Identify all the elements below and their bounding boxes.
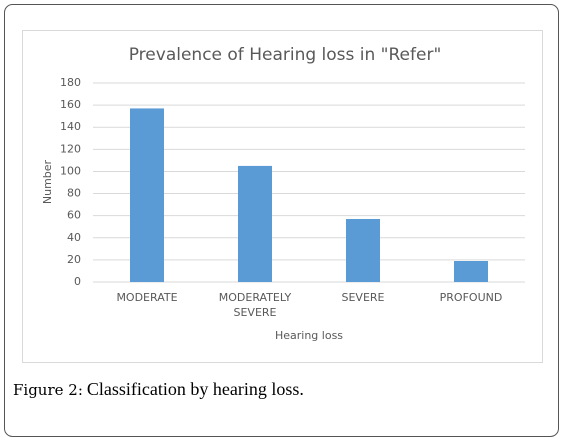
y-tick-label: 120 — [60, 142, 81, 155]
bar — [346, 218, 380, 282]
bar — [130, 108, 164, 282]
figure-frame — [4, 4, 559, 437]
bar — [238, 165, 272, 282]
chart-frame — [22, 30, 543, 363]
y-tick-label: 80 — [67, 187, 81, 200]
y-tick-label: 140 — [60, 120, 81, 133]
x-tick-label: MODERATE — [116, 291, 177, 304]
chart-title: Prevalence of Hearing loss in "Refer" — [129, 45, 442, 65]
x-tick-label: MODERATELY SEVERE — [219, 291, 292, 319]
y-tick-label: 160 — [60, 98, 81, 111]
y-axis-title: Number — [41, 159, 54, 204]
caption: Figure 2: Classification by hearing loss. — [13, 379, 304, 399]
y-tick-label: 20 — [67, 253, 81, 266]
y-tick-label: 0 — [74, 275, 81, 288]
x-axis-title: Hearing loss — [275, 329, 343, 342]
y-tick-label: 40 — [67, 231, 81, 244]
caption-text: Classification by hearing loss. — [87, 379, 304, 399]
bar — [454, 260, 488, 282]
y-tick-label: 60 — [67, 209, 81, 222]
y-tick-label: 180 — [60, 76, 81, 89]
x-tick-label: PROFOUND — [440, 291, 503, 304]
x-tick-label: SEVERE — [341, 291, 384, 304]
caption-label: Figure 2: — [13, 381, 83, 399]
y-tick-label: 100 — [60, 164, 81, 177]
